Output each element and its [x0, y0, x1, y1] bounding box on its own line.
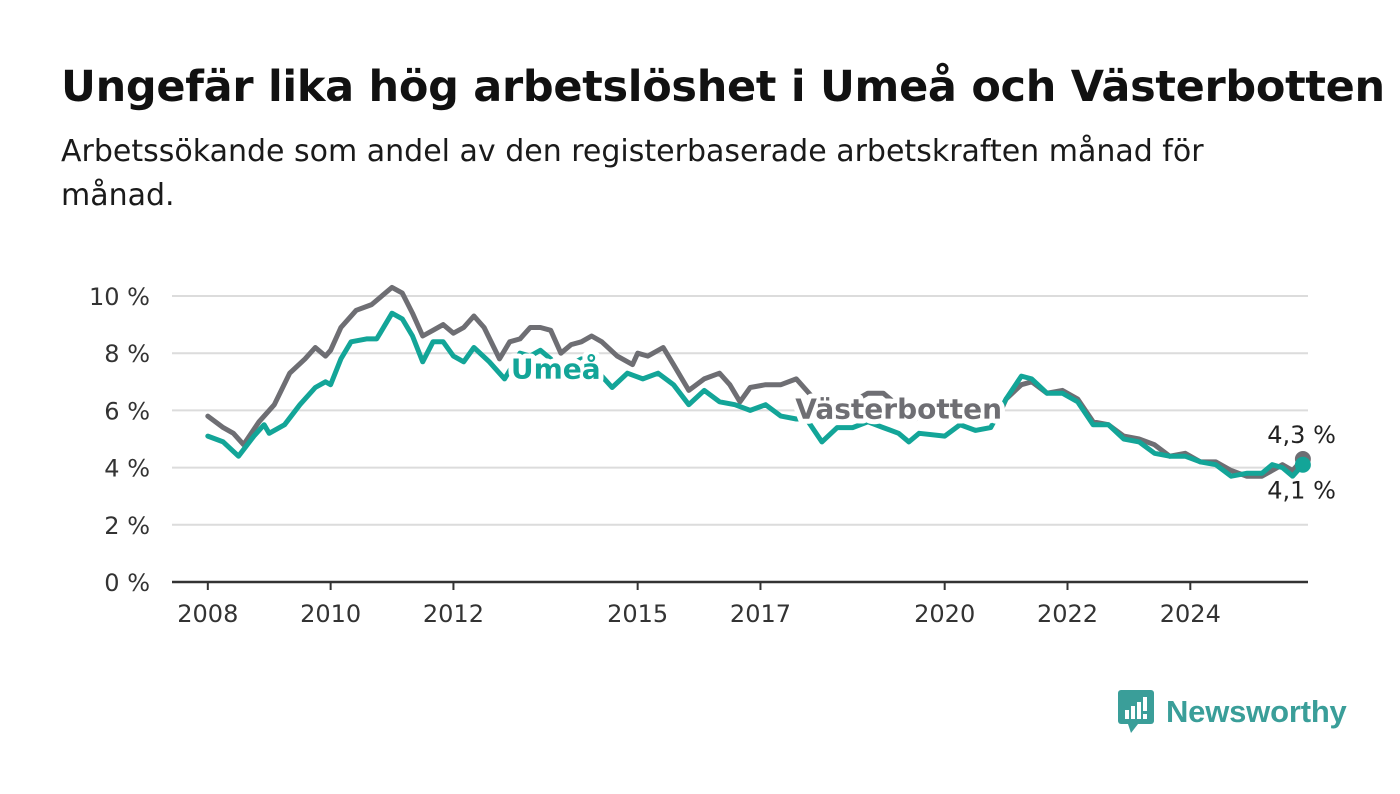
- x-tick-label: 2010: [300, 600, 361, 628]
- chart-subtitle: Arbetssökande som andel av den registerb…: [61, 134, 1204, 213]
- y-tick-label: 4 %: [104, 455, 150, 483]
- x-tick-label: 2024: [1160, 600, 1221, 628]
- brand-name: Newsworthy: [1166, 694, 1347, 729]
- series-line-umea: [205, 310, 1306, 479]
- grid-lines: [172, 295, 1308, 584]
- series-label: Umeå: [511, 353, 601, 386]
- y-tick-label: 6 %: [104, 397, 150, 425]
- end-value-label: 4,3 %: [1267, 421, 1336, 449]
- chart-title: Ungefär lika hög arbetslöshet i Umeå och…: [61, 62, 1385, 112]
- x-tick-label: 2020: [914, 600, 975, 628]
- newsworthy-logo: Newsworthy: [1118, 690, 1347, 734]
- series-label: Västerbotten: [795, 393, 1002, 426]
- y-tick-label: 8 %: [104, 340, 150, 368]
- x-tick-label: 2008: [177, 600, 238, 628]
- x-tick-label: 2022: [1037, 600, 1098, 628]
- x-tick-label: 2017: [730, 600, 791, 628]
- series-lines: [205, 284, 1311, 479]
- x-tick-label: 2015: [607, 600, 668, 628]
- x-axis-ticks: 2008 2010 2012 2015 2017 2020 2022 2024: [177, 582, 1221, 628]
- series-labels: 4,3 % 4,1 % Umeå Västerbotten: [506, 348, 1339, 508]
- end-value-label: 4,1 %: [1267, 477, 1336, 505]
- y-tick-label: 2 %: [104, 512, 150, 540]
- series-end-marker: [1294, 456, 1311, 473]
- x-tick-label: 2012: [423, 600, 484, 628]
- y-tick-label: 0 %: [104, 569, 150, 597]
- y-axis-ticks: 0 % 2 % 4 % 6 % 8 % 10 %: [89, 283, 150, 597]
- series-line-vasterbotten: [205, 284, 1306, 479]
- y-tick-label: 10 %: [89, 283, 150, 311]
- newsworthy-chart-icon: [1118, 690, 1154, 733]
